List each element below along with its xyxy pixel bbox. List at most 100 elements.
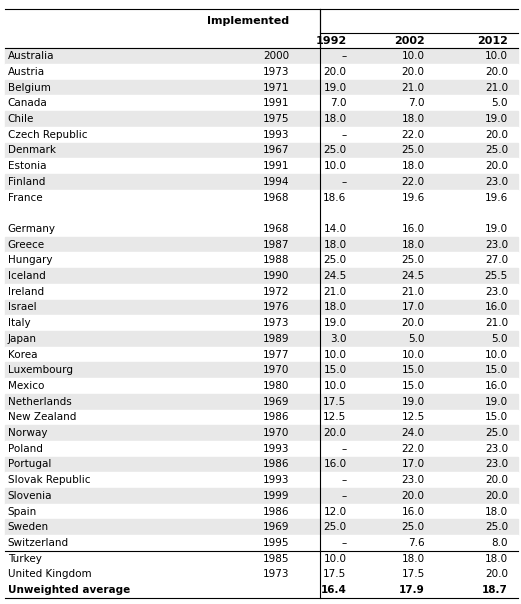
Text: 20.0: 20.0	[485, 570, 508, 579]
Text: 16.0: 16.0	[485, 381, 508, 391]
Text: 16.0: 16.0	[324, 460, 346, 469]
Text: 19.0: 19.0	[485, 114, 508, 124]
Text: 18.0: 18.0	[324, 114, 346, 124]
Text: 20.0: 20.0	[485, 161, 508, 171]
Text: 1995: 1995	[263, 538, 289, 548]
Text: 15.0: 15.0	[402, 365, 425, 375]
Text: 15.0: 15.0	[485, 365, 508, 375]
Text: 24.5: 24.5	[323, 271, 346, 281]
Text: 17.0: 17.0	[402, 460, 425, 469]
Text: 1988: 1988	[263, 255, 289, 265]
Text: –: –	[341, 475, 346, 485]
Bar	[5, 284, 518, 300]
Text: 1985: 1985	[263, 554, 289, 564]
Text: Ireland: Ireland	[8, 287, 44, 297]
Text: 25.0: 25.0	[402, 522, 425, 532]
Text: Norway: Norway	[8, 428, 47, 438]
Text: 1987: 1987	[263, 240, 289, 249]
Text: United Kingdom: United Kingdom	[8, 570, 92, 579]
Text: Spain: Spain	[8, 507, 37, 516]
Bar	[5, 535, 518, 551]
Bar	[5, 394, 518, 410]
Bar	[5, 64, 518, 80]
Text: Netherlands: Netherlands	[8, 397, 71, 406]
Text: Luxembourg: Luxembourg	[8, 365, 73, 375]
Text: 1976: 1976	[263, 303, 289, 312]
Text: 17.9: 17.9	[399, 585, 425, 595]
Text: Israel: Israel	[8, 303, 36, 312]
Text: Korea: Korea	[8, 350, 38, 359]
Text: 19.0: 19.0	[324, 318, 346, 328]
Text: Chile: Chile	[8, 114, 34, 124]
Text: 8.0: 8.0	[491, 538, 508, 548]
Text: Unweighted average: Unweighted average	[8, 585, 130, 595]
Bar	[5, 190, 518, 205]
Text: 16.0: 16.0	[485, 303, 508, 312]
Text: Japan: Japan	[8, 334, 37, 344]
Text: 1980: 1980	[263, 381, 289, 391]
Text: –: –	[341, 130, 346, 140]
Text: Portugal: Portugal	[8, 460, 51, 469]
Bar	[5, 252, 518, 268]
Text: –: –	[341, 491, 346, 501]
Text: 22.0: 22.0	[402, 444, 425, 454]
Text: 1999: 1999	[263, 491, 289, 501]
Text: 1991: 1991	[263, 161, 289, 171]
Text: 22.0: 22.0	[402, 177, 425, 187]
Text: Implemented: Implemented	[207, 16, 289, 26]
Text: Greece: Greece	[8, 240, 45, 249]
Text: 1968: 1968	[263, 193, 289, 202]
Text: Italy: Italy	[8, 318, 30, 328]
Bar	[5, 567, 518, 582]
Text: 21.0: 21.0	[402, 83, 425, 92]
Text: 25.0: 25.0	[324, 146, 346, 155]
Bar	[5, 48, 518, 64]
Text: 25.0: 25.0	[324, 255, 346, 265]
Text: 14.0: 14.0	[324, 224, 346, 234]
Text: Poland: Poland	[8, 444, 43, 454]
Bar	[5, 221, 518, 237]
Text: 1993: 1993	[263, 475, 289, 485]
Bar	[5, 551, 518, 567]
Text: –: –	[341, 177, 346, 187]
Text: 24.5: 24.5	[401, 271, 425, 281]
Text: 16.4: 16.4	[320, 585, 346, 595]
Bar	[5, 582, 518, 598]
Text: 3.0: 3.0	[330, 334, 346, 344]
Text: 2000: 2000	[263, 51, 289, 61]
Text: 17.5: 17.5	[323, 570, 346, 579]
Text: 16.0: 16.0	[402, 224, 425, 234]
Text: 19.6: 19.6	[485, 193, 508, 202]
Text: 1971: 1971	[263, 83, 289, 92]
Text: 23.0: 23.0	[485, 287, 508, 297]
Bar	[5, 519, 518, 535]
Bar	[5, 331, 518, 347]
Text: 10.0: 10.0	[324, 554, 346, 564]
Text: Austria: Austria	[8, 67, 45, 77]
Text: 1993: 1993	[263, 130, 289, 140]
Bar	[5, 488, 518, 504]
Text: 1986: 1986	[263, 460, 289, 469]
Text: 17.5: 17.5	[401, 570, 425, 579]
Text: 18.7: 18.7	[482, 585, 508, 595]
Text: 22.0: 22.0	[402, 130, 425, 140]
Text: 20.0: 20.0	[485, 67, 508, 77]
Bar	[5, 300, 518, 315]
Text: Estonia: Estonia	[8, 161, 46, 171]
Text: 15.0: 15.0	[324, 365, 346, 375]
Text: 21.0: 21.0	[485, 318, 508, 328]
Bar	[5, 111, 518, 127]
Text: 1992: 1992	[315, 36, 346, 46]
Text: 20.0: 20.0	[402, 318, 425, 328]
Text: 2002: 2002	[394, 36, 425, 46]
Text: 23.0: 23.0	[402, 475, 425, 485]
Text: 21.0: 21.0	[324, 287, 346, 297]
Text: 19.0: 19.0	[324, 83, 346, 92]
Text: 1991: 1991	[263, 98, 289, 108]
Text: 25.5: 25.5	[485, 271, 508, 281]
Text: 23.0: 23.0	[485, 460, 508, 469]
Text: Denmark: Denmark	[8, 146, 56, 155]
Text: 1986: 1986	[263, 413, 289, 422]
Text: 20.0: 20.0	[485, 491, 508, 501]
Text: 20.0: 20.0	[324, 67, 346, 77]
